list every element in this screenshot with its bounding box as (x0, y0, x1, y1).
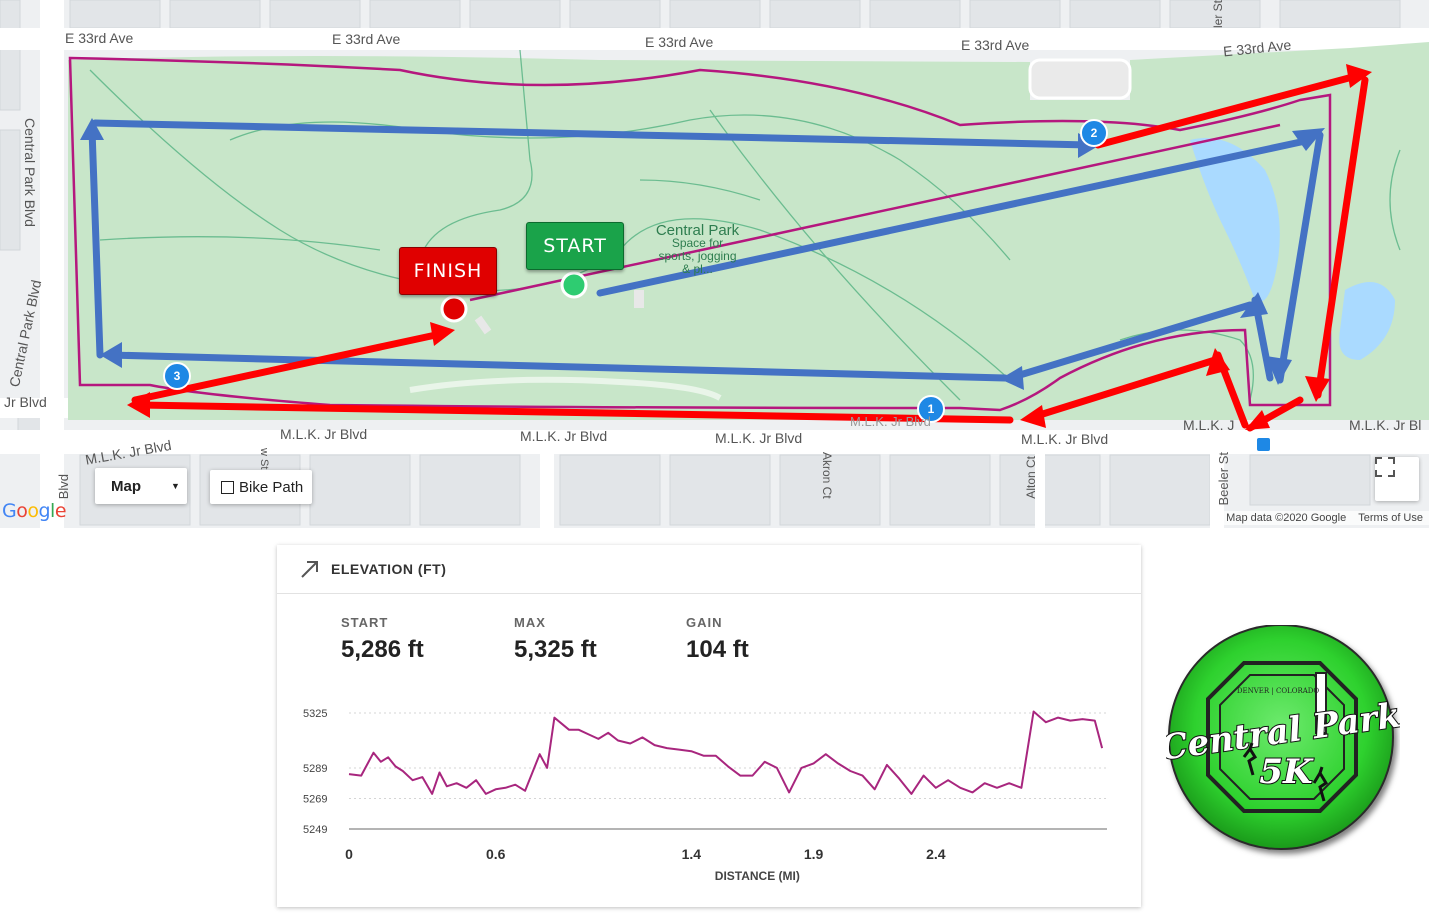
runner-icon (1242, 742, 1258, 776)
street-e33-2: E 33rd Ave (332, 31, 401, 47)
stat-start-label: START (341, 615, 389, 630)
street-ler-st: ler St (1211, 0, 1225, 29)
park-sub-1: Space for (671, 236, 724, 250)
map-type-select[interactable]: Map ▼ (95, 468, 187, 504)
stat-max: MAX 5,325 ft (514, 615, 597, 664)
stat-max-label: MAX (514, 615, 546, 630)
waypoint-1[interactable]: 1 (917, 395, 945, 423)
path-stub (474, 315, 492, 335)
badge-line1: DENVER | COLORADO (1237, 687, 1320, 695)
park-building (1028, 58, 1132, 100)
street-mlk-4: M.L.K. Jr Blvd (715, 430, 803, 446)
map-type-label: Map (111, 477, 141, 495)
street-beeler-st: Beeler St (1216, 452, 1231, 506)
finish-marker (440, 295, 468, 323)
street-e33-4: E 33rd Ave (961, 37, 1030, 53)
map-data-credit: Map data ©2020 Google (1226, 512, 1347, 524)
stat-gain: GAIN 104 ft (686, 615, 749, 664)
blue-arrowheads (80, 118, 1325, 390)
central-park-5k-logo: DENVER | COLORADO Central Park 5K (1166, 625, 1400, 850)
park-sub-2: sports, jogging (658, 249, 737, 263)
street-mlk-left: Jr Blvd (4, 394, 47, 410)
bike-path-toggle[interactable]: Bike Path (210, 470, 312, 504)
x-tick-label: 2.4 (926, 846, 946, 862)
path-stub-2 (634, 290, 644, 308)
stat-gain-label: GAIN (686, 615, 723, 630)
street-mlk-7: M.L.K. J (1183, 417, 1235, 433)
runner-icon-2 (1312, 766, 1329, 802)
city-blocks (0, 0, 1401, 526)
waypoint-3[interactable]: 3 (163, 362, 191, 390)
start-label: START (526, 222, 624, 270)
stat-max-value: 5,325 ft (514, 636, 597, 663)
start-marker (560, 271, 588, 299)
x-tick-label: 0.6 (486, 846, 506, 862)
map-attribution: Map data ©2020 Google Terms of Use (1220, 511, 1429, 525)
y-tick-label: 5269 (303, 793, 327, 805)
park-sub-3: & pl... (682, 262, 713, 276)
bike-path-checkbox[interactable] (221, 480, 234, 494)
google-logo: Google (2, 500, 67, 522)
x-tick-label: 1.4 (682, 846, 702, 862)
elevation-title: ELEVATION (FT) (331, 561, 447, 577)
fullscreen-button[interactable] (1375, 457, 1419, 501)
lake (1190, 138, 1280, 302)
street-alton-ct: Alton Ct (1024, 456, 1038, 499)
badge-line3: 5K (1259, 752, 1314, 792)
park-label[interactable]: Central Park Space for sports, jogging &… (640, 222, 755, 276)
street-mlk-3: M.L.K. Jr Blvd (520, 428, 608, 444)
stat-start-value: 5,286 ft (341, 636, 424, 663)
street-mlk-5: M.L.K. Jr Blvd (1021, 431, 1109, 447)
red-arrowheads (127, 64, 1372, 430)
stat-start: START 5,286 ft (341, 615, 424, 664)
elevation-line (348, 710, 1104, 795)
x-tick-label: 1.9 (804, 846, 824, 862)
x-tick-label: 0 (345, 846, 353, 862)
trend-arrow-icon (301, 561, 318, 578)
transit-stop-icon[interactable] (1257, 438, 1270, 451)
street-mlk-6: M.L.K. Jr Bl (1349, 417, 1422, 433)
terms-link[interactable]: Terms of Use (1358, 512, 1423, 524)
bike-path-label: Bike Path (239, 478, 304, 496)
park-name: Central Park (655, 222, 740, 239)
route-map[interactable]: 3 2 1 START FINISH Central Park Space fo… (0, 0, 1429, 528)
street-akron-ct: Akron Ct (820, 452, 834, 499)
fullscreen-icon (1375, 457, 1395, 477)
y-tick-label: 5325 (303, 708, 327, 720)
elevation-header: ELEVATION (FT) (277, 545, 1141, 594)
park-paths (89, 49, 1401, 401)
street-mlk-2: M.L.K. Jr Blvd (280, 426, 368, 442)
stat-gain-value: 104 ft (686, 636, 749, 663)
street-mlk-faded: M.L.K. Jr Blvd (850, 414, 931, 429)
finish-label: FINISH (399, 247, 497, 295)
y-tick-label: 5249 (303, 824, 327, 836)
x-axis-label: DISTANCE (MI) (715, 869, 800, 883)
caret-down-icon: ▼ (171, 481, 180, 491)
street-e33-3: E 33rd Ave (645, 34, 714, 50)
street-blvd-bottom: Blvd (56, 474, 71, 500)
street-e33-1: E 33rd Ave (65, 30, 134, 46)
street-central-park-blvd-1: Central Park Blvd (22, 118, 38, 227)
y-tick-label: 5289 (303, 763, 327, 775)
course-boundary (68, 56, 1332, 412)
pond (1339, 282, 1395, 360)
elevation-chart: 5325 5289 5269 5249 0 0.6 1.4 1.9 2.4 DISTANCE (M… (303, 708, 1107, 883)
waypoint-2[interactable]: 2 (1080, 119, 1108, 147)
street-w-st: w St (258, 448, 270, 470)
elevation-card: ELEVATION (FT) START 5,286 ft MAX 5,325 … (277, 545, 1141, 907)
